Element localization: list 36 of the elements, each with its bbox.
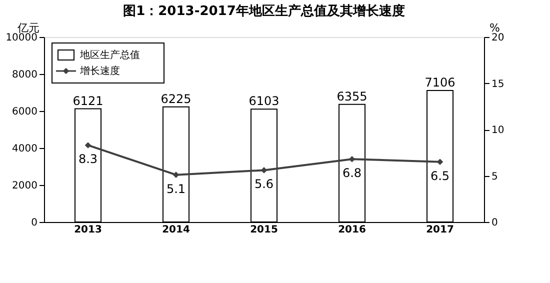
y2-tick-label: 0 — [492, 218, 498, 228]
x-tick-label: 2013 — [74, 224, 102, 236]
y-axis-title: 亿元 — [16, 22, 40, 34]
x-tick-label: 2014 — [162, 224, 190, 236]
point — [84, 142, 92, 148]
y2-tick-label: 20 — [492, 32, 504, 44]
data-label: 6.8 — [342, 166, 362, 180]
y2-tick-label: 5 — [492, 171, 498, 182]
data-label: 6355 — [336, 89, 368, 104]
data-label: 7106 — [424, 76, 456, 90]
data-label: 5.6 — [254, 177, 274, 192]
data-label: 8.3 — [78, 152, 98, 166]
point — [172, 172, 180, 178]
y-tick-label: 0 — [31, 218, 38, 228]
x-tick-label: 2015 — [250, 224, 278, 236]
data-label: 6.5 — [430, 168, 450, 183]
legend-label: 增长速度 — [79, 65, 120, 77]
data-label: 6225 — [160, 92, 192, 106]
data-label: 6121 — [72, 94, 104, 108]
y2-axis-title: % — [490, 22, 500, 34]
y-tick-label: 6000 — [12, 106, 38, 118]
y-tick-label: 10000 — [6, 32, 38, 44]
point — [260, 167, 268, 174]
legend-label: 地区生产总值 — [79, 49, 140, 61]
data-label: 6103 — [248, 94, 280, 108]
x-tick-label: 2017 — [426, 224, 454, 236]
y2-tick-label: 15 — [492, 78, 504, 90]
point — [436, 158, 444, 166]
y-tick-label: 2000 — [12, 180, 38, 192]
data-label: 5.1 — [166, 182, 186, 196]
x-tick-label: 2016 — [338, 224, 366, 236]
y-tick-label: 4000 — [12, 144, 38, 154]
point — [348, 156, 356, 162]
y2-tick-label: 10 — [492, 125, 504, 136]
y-tick-label: 8000 — [12, 70, 38, 80]
chart-title: 图1：2013-2017年地区生产总值及其增长速度 — [123, 3, 405, 19]
